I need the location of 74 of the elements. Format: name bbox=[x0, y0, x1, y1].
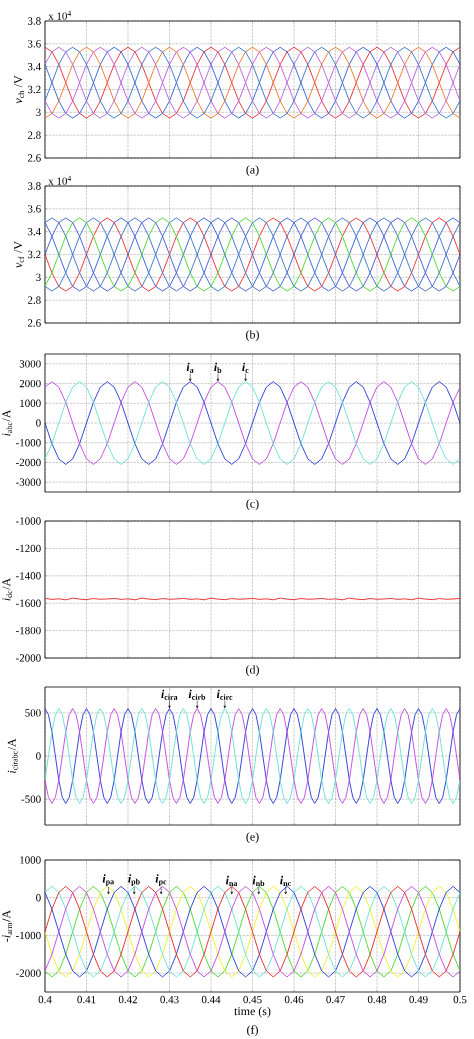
x-tick-label: 0.47 bbox=[326, 995, 345, 1004]
text: (d) bbox=[246, 665, 259, 677]
annotation: i$_{cira}$ bbox=[161, 689, 178, 700]
y-tick-label: 0 bbox=[36, 419, 41, 427]
text: (f) bbox=[247, 1025, 258, 1037]
x-tick-label: 0.45 bbox=[243, 995, 262, 1004]
y-tick-label: 2.6 bbox=[27, 154, 41, 162]
y-tick-label: -1000 bbox=[15, 517, 41, 525]
y-tick-label: -1400 bbox=[15, 572, 41, 580]
y-tick-label: 0 bbox=[36, 894, 41, 902]
text: (e) bbox=[246, 832, 259, 844]
y-tick-label: 500 bbox=[25, 709, 41, 717]
y-tick-label: 3.4 bbox=[27, 62, 41, 71]
y-tick-label: -1000 bbox=[15, 439, 41, 447]
y-tick-label: 3.6 bbox=[27, 205, 41, 213]
y-axis-title: i$_{abc}$/A bbox=[2, 409, 13, 436]
x-tick-label: 0.46 bbox=[284, 995, 304, 1004]
y-tick-label: 3.6 bbox=[27, 40, 41, 48]
annotation: i$_{a}$ bbox=[186, 362, 194, 373]
y-axis-title: i$_{cirabc}$/A bbox=[7, 738, 18, 773]
x-tick-label: 0.48 bbox=[367, 995, 387, 1004]
annotation: i$_{na}$ bbox=[225, 875, 238, 887]
y-tick-label: 3.8 bbox=[27, 182, 41, 190]
annotation: i$_{pc}$ bbox=[155, 874, 167, 887]
y-tick-label: 1000 bbox=[20, 856, 41, 864]
annotation: i$_{pb}$ bbox=[128, 874, 140, 887]
y-tick-label: 3.2 bbox=[27, 250, 41, 259]
y-tick-label: 2000 bbox=[19, 379, 41, 388]
y-tick-label: -1600 bbox=[15, 599, 41, 607]
line-series bbox=[44, 217, 461, 292]
y-tick-label: 2.8 bbox=[27, 131, 41, 139]
x-tick-label: 0.49 bbox=[409, 995, 428, 1004]
y-tick-label: -500 bbox=[21, 795, 41, 803]
x-axis-title: time (s) bbox=[234, 1006, 271, 1018]
text: (a) bbox=[246, 165, 259, 177]
y-tick-label: -1800 bbox=[15, 626, 41, 635]
text: (b) bbox=[246, 330, 259, 342]
x-tick-label: 0.44 bbox=[201, 995, 221, 1004]
text: (c) bbox=[246, 499, 259, 511]
y-tick-label: 0 bbox=[36, 752, 41, 760]
annotation: i$_{nc}$ bbox=[280, 875, 291, 887]
y-tick-label: 3.8 bbox=[27, 17, 41, 25]
y-tick-label: 3.4 bbox=[27, 227, 41, 236]
y-axis-title: v$_{ch}$ /V bbox=[14, 75, 24, 104]
x-tick-label: 0.42 bbox=[118, 995, 137, 1004]
annotation: i$_{nb}$ bbox=[252, 875, 265, 887]
annotation: i$_{pa}$ bbox=[102, 874, 114, 887]
y-tick-label: -2000 bbox=[15, 969, 41, 977]
y-axis-title: i$_{dc}$/A bbox=[2, 577, 13, 601]
y-tick-label: 3000 bbox=[19, 360, 41, 368]
text: x 10$^{4}$ bbox=[48, 10, 72, 20]
text: x 10$^{4}$ bbox=[48, 175, 72, 185]
y-tick-label: 1000 bbox=[20, 399, 41, 407]
annotation: i$_{cirb}$ bbox=[188, 689, 206, 700]
x-tick-label: 0.43 bbox=[160, 995, 179, 1004]
x-tick-label: 0.4 bbox=[38, 995, 52, 1004]
y-tick-label: 3 bbox=[36, 273, 41, 282]
y-tick-label: 3 bbox=[36, 108, 41, 117]
annotation: i$_{circ}$ bbox=[216, 689, 233, 700]
y-tick-label: -1200 bbox=[15, 544, 41, 553]
x-tick-label: 0.41 bbox=[77, 995, 96, 1004]
line-series bbox=[44, 885, 461, 978]
y-tick-label: -3000 bbox=[15, 478, 41, 486]
y-tick-label: -2000 bbox=[15, 654, 41, 662]
y-tick-label: 2.6 bbox=[27, 319, 41, 327]
annotation: i$_{b}$ bbox=[214, 362, 222, 373]
x-tick-label: 0.5 bbox=[453, 995, 467, 1004]
y-axis-title: -i$_{arm}$/A bbox=[2, 910, 13, 942]
y-tick-label: -2000 bbox=[15, 458, 41, 467]
y-tick-label: -1000 bbox=[15, 931, 41, 940]
y-tick-label: 2.8 bbox=[27, 296, 41, 304]
y-axis-title: v$_{cf}$ /V bbox=[14, 241, 24, 268]
annotation: i$_{c}$ bbox=[242, 362, 249, 373]
y-tick-label: 3.2 bbox=[27, 85, 41, 94]
